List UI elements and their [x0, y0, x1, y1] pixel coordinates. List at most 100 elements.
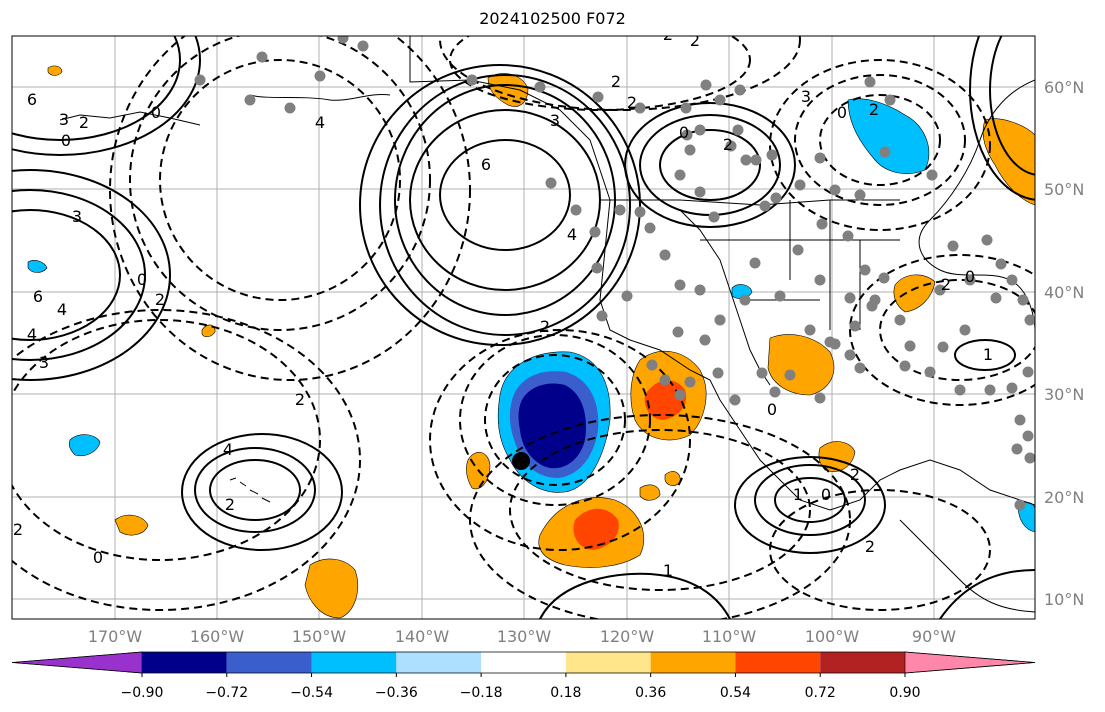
station-dot — [1006, 382, 1018, 394]
station-dot — [866, 300, 878, 312]
station-dot — [534, 81, 546, 93]
latitude-label: 60°N — [1044, 78, 1084, 97]
station-dot — [1011, 443, 1023, 455]
station-dot — [750, 154, 762, 166]
contour-label: 2 — [611, 72, 621, 91]
contour-label: 2 — [79, 113, 89, 132]
latitude-label: 50°N — [1044, 180, 1084, 199]
colorbar-label: 0.90 — [889, 685, 920, 701]
contour-label: 2 — [663, 25, 673, 44]
contour-label: 6 — [481, 155, 491, 174]
station-dot — [694, 186, 706, 198]
colorbar-label: −0.36 — [375, 685, 418, 701]
station-dot — [749, 257, 761, 269]
contour-label: 0 — [61, 131, 71, 150]
colorbar-swatch — [396, 652, 482, 673]
station-dot — [984, 384, 996, 396]
station-dot — [708, 211, 720, 223]
contour-label: 3 — [550, 111, 560, 130]
station-dot — [849, 320, 861, 332]
station-dot — [1017, 294, 1029, 306]
longitude-label: 90°W — [912, 627, 956, 646]
station-dot — [644, 222, 656, 234]
colorbar: −0.90 −0.72 −0.54 −0.36 −0.18 0.18 0.36 0.54 0.7… — [11, 651, 1036, 701]
latitude-label: 30°N — [1044, 385, 1084, 404]
station-dot — [756, 367, 768, 379]
station-dot — [337, 36, 349, 44]
station-dots — [194, 36, 1035, 511]
station-dot — [714, 94, 726, 106]
colorbar-swatch — [820, 652, 905, 673]
contour-label: 0 — [767, 400, 777, 419]
storm-center-marker — [512, 452, 530, 470]
latitude-label: 40°N — [1044, 283, 1084, 302]
positive-anomaly-alaska — [487, 73, 529, 107]
coastlines — [59, 36, 1035, 613]
longitude-labels: 170°W 160°W 150°W 140°W 130°W 120°W 110°W 100°W… — [88, 627, 956, 646]
map-title: 2024102500 F072 — [479, 9, 626, 28]
station-dot — [879, 146, 891, 158]
latitude-labels: 60°N 50°N 40°N 30°N 20°N 10°N — [1044, 78, 1084, 609]
station-dot — [634, 206, 646, 218]
station-dot — [694, 124, 706, 136]
station-dot — [947, 240, 959, 252]
longitude-label: 130°W — [497, 627, 552, 646]
contour-label: 0 — [151, 103, 161, 122]
positive-contours — [12, 36, 1035, 619]
negative-contours — [12, 36, 1035, 619]
station-dot — [284, 102, 296, 114]
colorbar-label: 0.72 — [805, 685, 836, 701]
station-dot — [816, 218, 828, 230]
positive-anomaly-southwest — [304, 558, 359, 619]
station-dot — [924, 366, 936, 378]
longitude-label: 140°W — [395, 627, 450, 646]
contour-label: 4 — [223, 440, 233, 459]
station-dot — [995, 258, 1007, 270]
colorbar-label: 0.36 — [635, 685, 666, 701]
station-dot — [614, 204, 626, 216]
station-dot — [859, 264, 871, 276]
contour-label: 2 — [723, 135, 733, 154]
station-dot — [700, 79, 712, 91]
station-dot — [814, 152, 826, 164]
positive-anomaly-hawaii-west — [114, 514, 149, 536]
negative-anomaly-canada — [847, 98, 930, 174]
station-dot — [1024, 452, 1035, 464]
contour-label: 2 — [627, 93, 637, 112]
station-dot — [1022, 366, 1034, 378]
station-dot — [712, 367, 724, 379]
contour-label: 0 — [965, 267, 975, 286]
station-dot — [314, 70, 326, 82]
contour-label: 4 — [57, 300, 67, 319]
colorbar-label: 0.18 — [550, 685, 581, 701]
station-dot — [634, 102, 646, 114]
station-dot — [792, 244, 804, 256]
contour-label: 2 — [155, 290, 165, 309]
contour-label: 1 — [663, 561, 673, 580]
colorbar-extend-high — [904, 651, 1036, 674]
station-dot — [854, 189, 866, 201]
contour-label: 3 — [801, 87, 811, 106]
contour-label: 0 — [93, 548, 103, 567]
station-dot — [596, 310, 608, 322]
station-dot — [680, 102, 692, 114]
contour-label: 6 — [33, 287, 43, 306]
station-dot — [570, 204, 582, 216]
positive-anomaly-small9 — [47, 65, 63, 76]
contour-label: 2 — [941, 275, 951, 294]
longitude-label: 100°W — [805, 627, 860, 646]
station-dot — [964, 274, 976, 286]
latitude-label: 10°N — [1044, 590, 1084, 609]
station-dot — [684, 144, 696, 156]
station-dot — [759, 200, 771, 212]
station-dot — [844, 349, 856, 361]
station-dot — [770, 192, 782, 204]
station-dot — [766, 149, 778, 161]
station-dot — [357, 40, 369, 52]
contour-label: 2 — [865, 537, 875, 556]
station-dot — [894, 314, 906, 326]
contour-label: 4 — [27, 325, 37, 344]
contour-label: 2 — [690, 31, 700, 50]
